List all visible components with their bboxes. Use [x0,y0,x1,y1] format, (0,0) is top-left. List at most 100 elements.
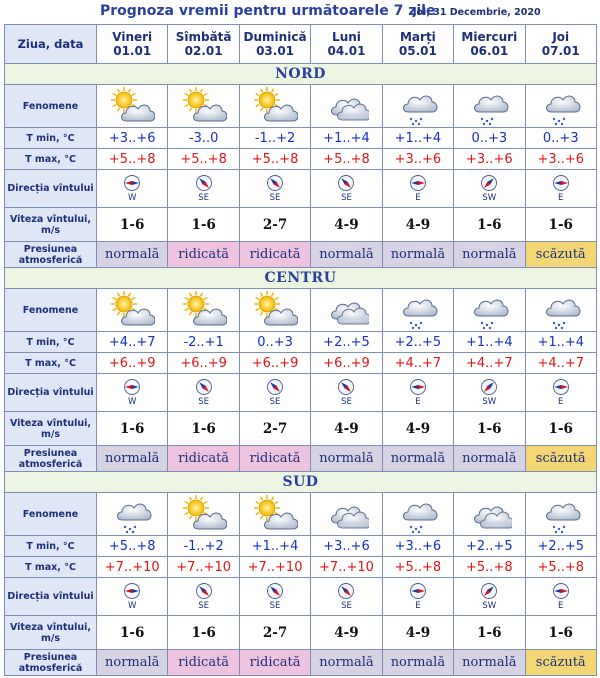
compass-icon: W [97,582,167,611]
compass-icon: SE [168,378,238,407]
tmax-value: +7..+10 [310,556,383,578]
wind-direction-label: SW [482,193,497,203]
cloud-snow-icon [381,492,455,536]
wind-direction-label: SE [269,193,281,203]
tmax-value: +5..+8 [95,148,169,170]
tmax-row: T max, °C +7..+10 +7..+10 +7..+10 +7..+10 +5.… [4,556,597,578]
cloud-snow-icon [453,84,526,128]
wind-direction-cell: SE [310,373,383,412]
wind-direction-label: SW [482,397,497,407]
wind-direction-cell: SE [167,169,240,208]
day-header: Duminică 03.01 [238,24,312,64]
row-label-presiunea: Presiunea atmosferică [4,445,97,472]
wind-speed-value: 1-6 [95,615,169,650]
region-title: SUD [4,471,597,493]
cloud-snow-icon [453,288,526,332]
tmax-value: +7..+10 [95,556,169,578]
wind-direction-cell: SE [167,577,240,616]
tmin-value: 0..+3 [524,127,597,149]
wind-direction-label: W [128,397,137,407]
row-label-tmin: T min, °C [4,331,97,353]
wind-direction-label: SE [198,193,210,203]
compass-icon: SE [311,174,381,203]
pressure-value: normală [453,241,526,268]
tmin-value: +1..+4 [524,331,597,353]
cloud-snow-icon [381,84,455,128]
wind-speed-value: 4-9 [310,615,383,650]
wind-speed-value: 4-9 [381,207,455,242]
tmin-value: +2..+5 [453,535,526,557]
sun-cloud-icon [167,492,240,536]
tmax-value: +6..+9 [95,352,169,374]
tmin-value: +3..+6 [310,535,383,557]
tmin-value: +2..+5 [381,331,455,353]
tmin-value: +3..+6 [381,535,455,557]
compass-icon: SW [454,378,524,407]
tmax-value: +4..+7 [453,352,526,374]
wind-direction-cell: SE [310,577,383,616]
tmin-row: T min, °C +3..+6 -3..0 -1..+2 +1..+4 +1..+4 0.… [4,127,597,149]
day-name: Marți [399,30,436,44]
wind-direction-cell: E [524,373,597,412]
wind-direction-label: SE [341,193,352,203]
tmin-value: +2..+5 [524,535,597,557]
region-header: SUD [4,471,597,493]
wind-speed-value: 4-9 [381,615,455,650]
pressure-value: normală [381,241,455,268]
sun-cloud-icon [238,492,312,536]
row-label-viteza: Viteza vîntului, m/s [4,207,97,242]
compass-icon: SE [311,582,381,611]
cloud-icon [453,492,526,536]
tmin-value: +4..+7 [95,331,169,353]
tmin-value: +1..+4 [238,535,312,557]
day-date: 01.01 [113,44,152,58]
forecast-date: Joi, 31 Decembrie, 2020 [413,7,541,18]
pressure-value: ridicată [167,445,240,472]
row-label-presiunea: Presiunea atmosferică [4,241,97,268]
compass-icon: SE [240,582,310,611]
wind-speed-value: 1-6 [453,411,526,446]
wind-speed-value: 1-6 [524,411,597,446]
tmax-value: +6..+9 [238,352,312,374]
wind-speed-value: 1-6 [524,207,597,242]
compass-icon: E [526,378,596,407]
wind-direction-label: SE [198,397,210,407]
cloud-snow-icon [381,288,455,332]
wind-direction-label: W [128,601,137,611]
tmax-value: +3..+6 [524,148,597,170]
wind-direction-cell: SE [238,577,312,616]
tmax-value: +5..+8 [453,556,526,578]
wind-direction-label: E [415,601,421,611]
tmax-value: +3..+6 [381,148,455,170]
pressure-value: scăzută [524,445,597,472]
tmax-row: T max, °C +5..+8 +5..+8 +5..+8 +5..+8 +3..+6 +… [4,148,597,170]
wind-direction-cell: E [381,169,455,208]
pressure-value: normală [95,445,169,472]
compass-icon: SE [311,378,381,407]
wind-speed-value: 4-9 [310,207,383,242]
pressure-value: normală [95,241,169,268]
row-label-directia: Direcția vîntului [4,169,97,208]
header-row: Ziua, data Vineri 01.01 Sîmbătă 02.01 Duminic… [4,24,597,64]
day-date: 06.01 [470,44,509,58]
wind-speed-value: 2-7 [238,207,312,242]
wind-direction-cell: E [524,577,597,616]
pressure-value: ridicată [167,241,240,268]
forecast-table: Ziua, data Vineri 01.01 Sîmbătă 02.01 Duminic… [4,24,597,676]
pressure-value: normală [381,445,455,472]
pressure-value: normală [453,649,526,676]
cloud-icon [310,84,383,128]
day-header: Sîmbătă 02.01 [167,24,240,64]
compass-icon: E [383,174,453,203]
tmax-value: +3..+6 [453,148,526,170]
day-header: Marți 05.01 [381,24,455,64]
row-label-tmin: T min, °C [4,535,97,557]
wind-speed-row: Viteza vîntului, m/s 1-6 1-6 2-7 4-9 4-9 1-6 1-… [4,207,597,242]
wind-speed-value: 1-6 [95,411,169,446]
tmin-value: +3..+6 [95,127,169,149]
pressure-row: Presiunea atmosferică normală ridicată ridi… [4,649,597,676]
pressure-value: normală [381,649,455,676]
wind-speed-value: 1-6 [167,411,240,446]
region-title: CENTRU [4,267,597,289]
wind-speed-value: 1-6 [453,615,526,650]
